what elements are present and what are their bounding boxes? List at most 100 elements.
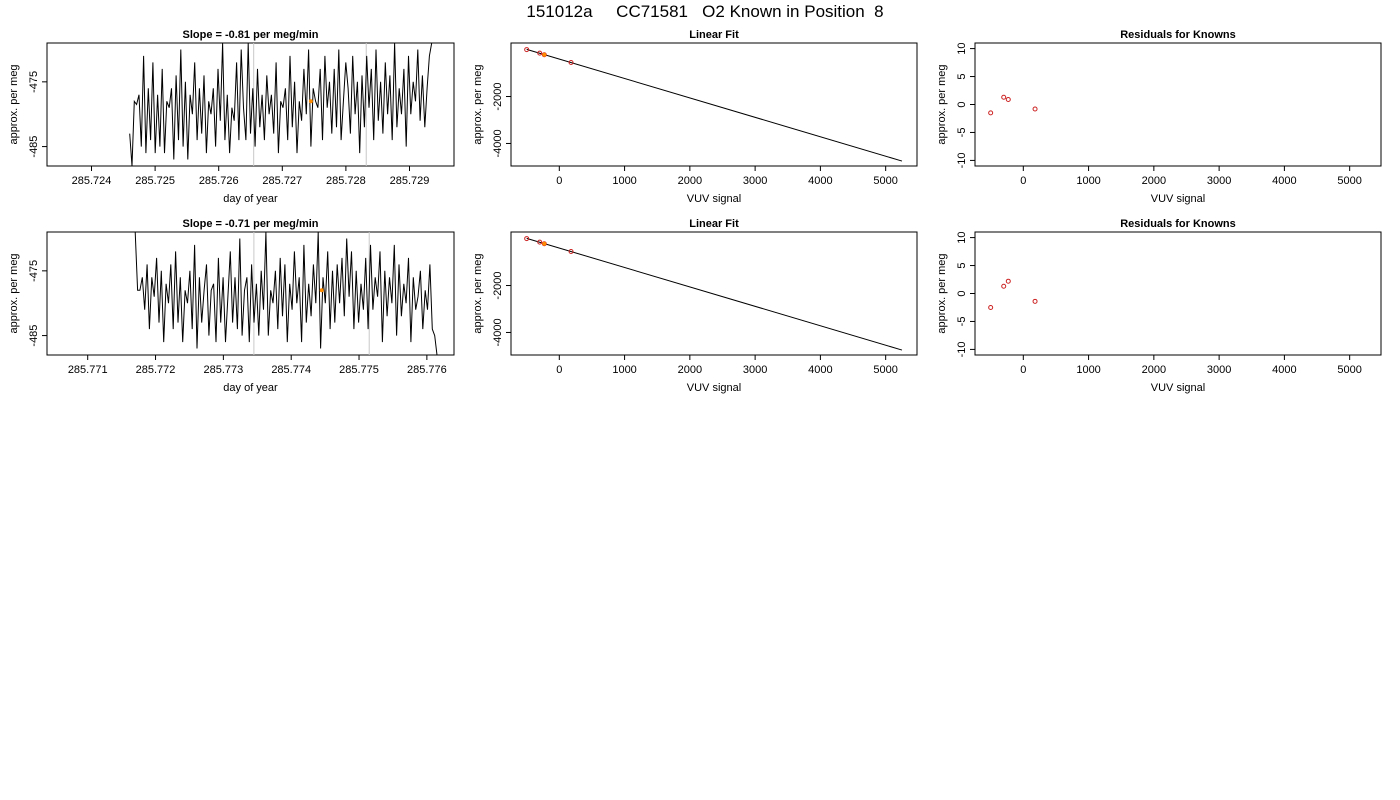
chart-title: Slope = -0.71 per meg/min [182, 218, 318, 230]
data-point [988, 110, 994, 116]
plot-data [988, 94, 1038, 116]
x-tick-label: 285.726 [199, 175, 239, 187]
data-point [1005, 278, 1011, 284]
x-tick-label: 285.728 [326, 175, 366, 187]
data-point [537, 239, 543, 245]
data-point [568, 248, 574, 254]
data-point [1001, 283, 1007, 289]
data-point [1001, 94, 1007, 100]
x-axis-label: VUV signal [687, 382, 741, 394]
plot-data [129, 43, 433, 166]
y-tick-label: -5 [956, 317, 968, 327]
x-tick-label: 5000 [1337, 175, 1361, 187]
x-tick-label: 4000 [1272, 364, 1296, 376]
x-tick-label: 285.772 [136, 364, 176, 376]
y-tick-label: -5 [956, 128, 968, 138]
x-tick-label: 285.771 [68, 364, 108, 376]
x-tick-label: 2000 [1142, 175, 1166, 187]
y-axis-label: approx. per meg [8, 64, 20, 144]
page-title: 151012a CC71581 O2 Known in Position 8 [526, 2, 884, 21]
plot-frame [510, 231, 918, 356]
y-tick-label: 5 [956, 73, 968, 79]
y-tick-label: -475 [28, 260, 40, 282]
y-tick-label: -4000 [492, 318, 504, 346]
x-tick-label: 5000 [873, 175, 897, 187]
plot-data [524, 47, 903, 162]
plot-frame [510, 42, 918, 167]
x-axis-label: VUV signal [687, 193, 741, 205]
x-tick-label: 285.775 [339, 364, 379, 376]
x-tick-label: 285.727 [262, 175, 302, 187]
plot-data [524, 236, 903, 351]
y-tick-label: -10 [956, 152, 968, 168]
y-tick-label: -10 [956, 341, 968, 357]
chart-panel-4: Slope = -0.71 per meg/min 285.771 285.772 2… [8, 218, 455, 394]
x-tick-label: 3000 [1207, 175, 1231, 187]
y-tick-label: -485 [28, 325, 40, 347]
x-tick-label: 0 [556, 175, 562, 187]
y-tick-label: 0 [956, 290, 968, 296]
x-tick-label: 1000 [612, 175, 636, 187]
plot-data [988, 278, 1038, 310]
data-point [568, 59, 574, 65]
data-point [1032, 298, 1038, 304]
x-axis-label: day of year [223, 193, 278, 205]
y-axis-label: approx. per meg [472, 64, 484, 144]
chart-title: Linear Fit [689, 29, 739, 41]
x-tick-label: 1000 [1076, 364, 1100, 376]
data-point [524, 47, 530, 53]
y-tick-label: -485 [28, 136, 40, 158]
y-tick-label: 0 [956, 101, 968, 107]
series-line [134, 232, 438, 355]
data-point [524, 236, 530, 242]
plot-data [134, 232, 438, 355]
x-tick-label: 4000 [1272, 175, 1296, 187]
data-point [537, 50, 543, 56]
y-tick-label: -2000 [492, 82, 504, 110]
x-tick-label: 2000 [678, 364, 702, 376]
x-tick-label: 3000 [743, 364, 767, 376]
data-point [1032, 106, 1038, 112]
highlight-point [542, 241, 547, 246]
chart-panel-3: Residuals for Knowns 0 1000 2000 3000 4000 500… [936, 29, 1382, 205]
x-tick-label: 3000 [1207, 364, 1231, 376]
x-tick-label: 285.773 [203, 364, 243, 376]
x-axis-label: VUV signal [1151, 193, 1205, 205]
x-tick-label: 285.774 [271, 364, 311, 376]
fit-line [526, 48, 903, 162]
x-axis-label: VUV signal [1151, 382, 1205, 394]
y-axis-label: approx. per meg [936, 64, 948, 144]
y-axis-label: approx. per meg [472, 253, 484, 333]
data-point [988, 304, 994, 310]
x-tick-label: 5000 [873, 364, 897, 376]
chart-title: Residuals for Knowns [1120, 29, 1236, 41]
plot-frame [974, 42, 1382, 167]
x-tick-label: 0 [1020, 175, 1026, 187]
y-tick-label: 10 [956, 231, 968, 243]
chart-panel-5: Linear Fit 0 1000 2000 3000 4000 5000 -2000 -400… [472, 218, 918, 394]
highlight-point [319, 288, 324, 293]
x-tick-label: 0 [556, 364, 562, 376]
y-tick-label: -4000 [492, 129, 504, 157]
y-tick-label: -2000 [492, 271, 504, 299]
x-tick-label: 285.729 [390, 175, 430, 187]
plot-frame [46, 42, 455, 167]
x-tick-label: 285.776 [407, 364, 447, 376]
y-axis-label: approx. per meg [936, 253, 948, 333]
chart-title: Slope = -0.81 per meg/min [182, 29, 318, 41]
x-tick-label: 3000 [743, 175, 767, 187]
fit-line [526, 237, 903, 351]
chart-title: Residuals for Knowns [1120, 218, 1236, 230]
y-axis-label: approx. per meg [8, 253, 20, 333]
data-point [1005, 96, 1011, 102]
x-tick-label: 1000 [612, 364, 636, 376]
y-tick-label: 10 [956, 42, 968, 54]
plot-frame [974, 231, 1382, 356]
chart-title: Linear Fit [689, 218, 739, 230]
x-axis-label: day of year [223, 382, 278, 394]
y-tick-label: 5 [956, 262, 968, 268]
chart-panel-2: Linear Fit 0 1000 2000 3000 4000 5000 -2000 -400… [472, 29, 918, 205]
x-tick-label: 0 [1020, 364, 1026, 376]
highlight-point [308, 99, 313, 104]
x-tick-label: 4000 [808, 175, 832, 187]
